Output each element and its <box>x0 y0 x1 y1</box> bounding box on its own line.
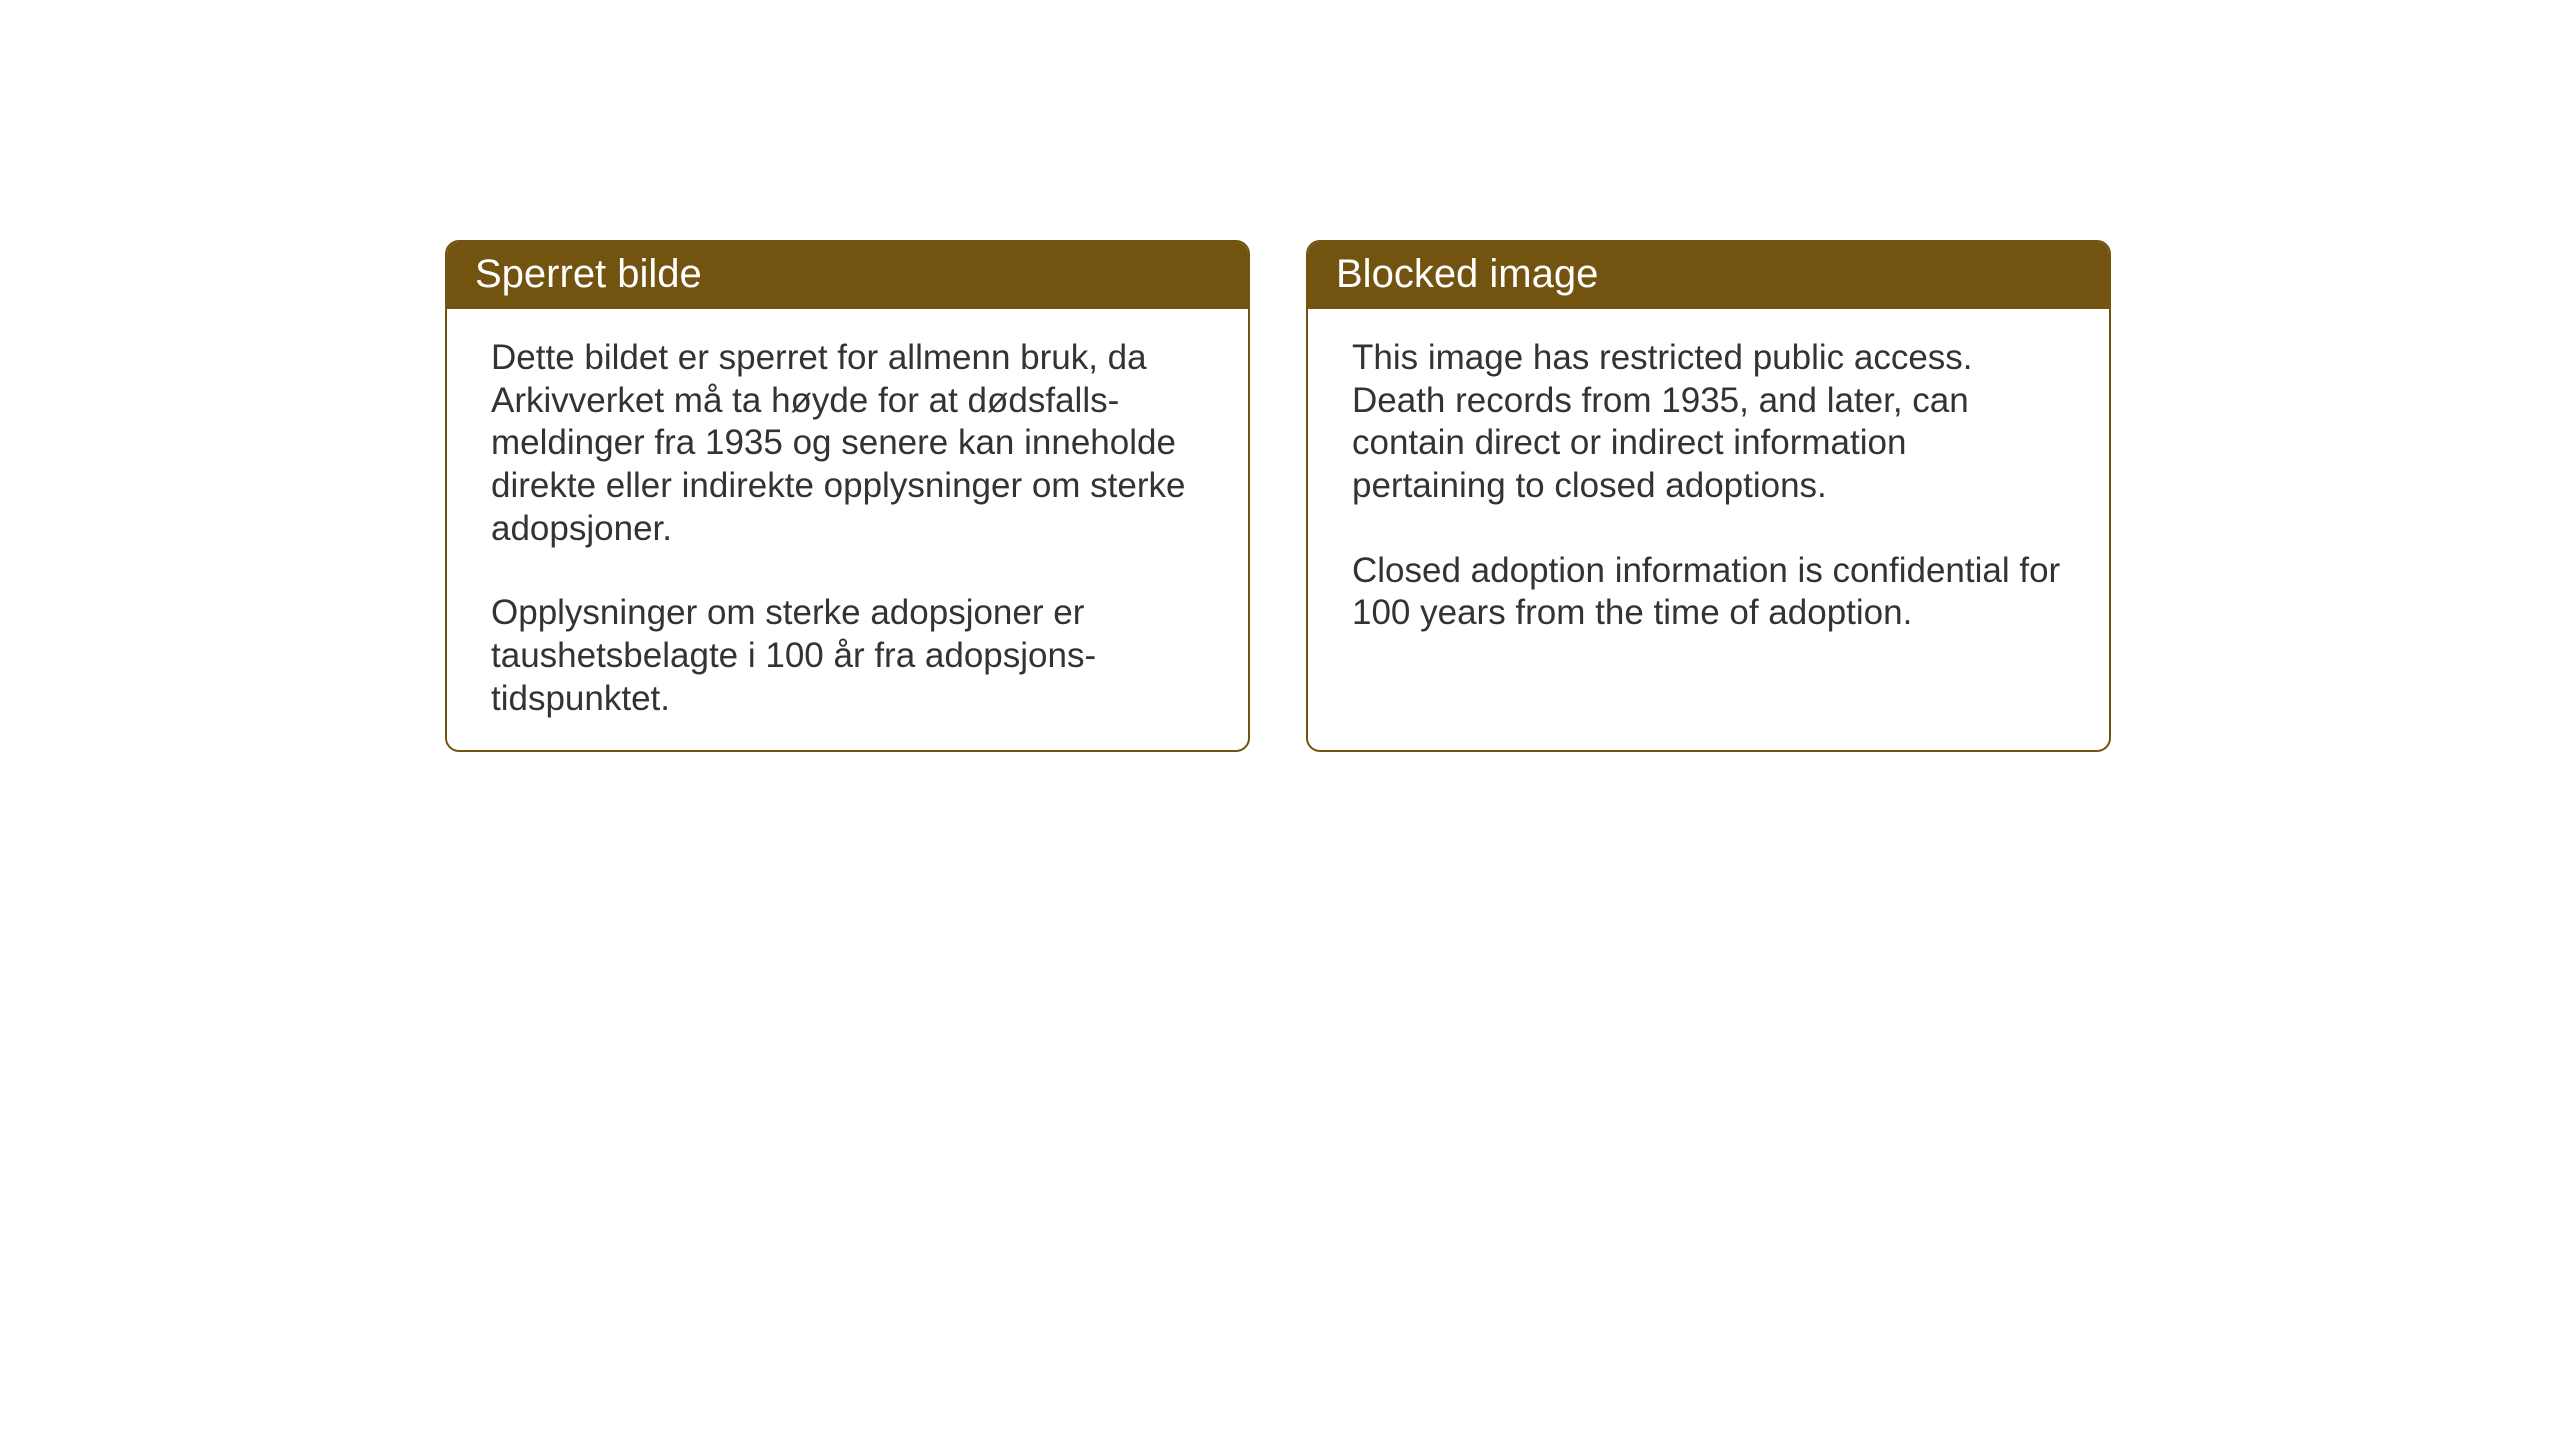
card-body-norwegian: Dette bildet er sperret for allmenn bruk… <box>447 309 1248 749</box>
card-paragraph: Closed adoption information is confident… <box>1352 550 2065 635</box>
card-title: Sperret bilde <box>475 252 702 296</box>
card-paragraph: Dette bildet er sperret for allmenn bruk… <box>491 337 1204 550</box>
card-body-english: This image has restricted public access.… <box>1308 309 2109 663</box>
notice-card-norwegian: Sperret bilde Dette bildet er sperret fo… <box>445 240 1250 752</box>
card-header-english: Blocked image <box>1308 242 2109 309</box>
card-header-norwegian: Sperret bilde <box>447 242 1248 309</box>
notice-cards-container: Sperret bilde Dette bildet er sperret fo… <box>445 240 2111 752</box>
card-paragraph: This image has restricted public access.… <box>1352 337 2065 508</box>
card-paragraph: Opplysninger om sterke adopsjoner er tau… <box>491 592 1204 720</box>
notice-card-english: Blocked image This image has restricted … <box>1306 240 2111 752</box>
card-title: Blocked image <box>1336 252 1598 296</box>
